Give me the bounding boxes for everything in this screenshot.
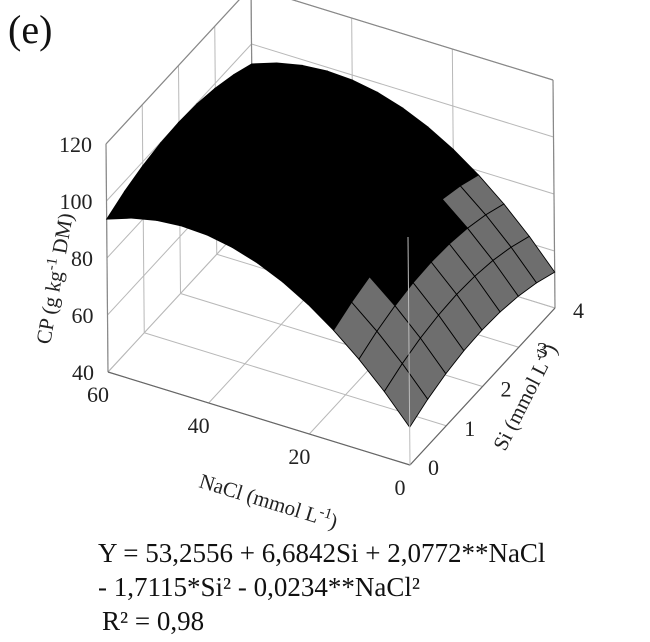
z-tick-label: 100 [60,189,93,214]
z-tick-label: 80 [71,246,93,271]
y-tick-label: 0 [428,455,439,480]
box-edge [552,79,556,309]
front-edges [107,236,556,466]
regression-equation-line-1: Y = 53,2556 + 6,6842Si + 2,0772**NaCl [98,538,546,568]
x-tick-label: 60 [87,382,109,407]
panel-label: (e) [8,7,53,52]
gridline [251,43,554,138]
y-tick-label: 4 [573,298,584,323]
box-edge [291,0,554,81]
x-tick-label: 0 [395,475,406,500]
regression-equation-line-2: - 1,7115*Si² - 0,0234**NaCl² [98,572,420,602]
box-edge [107,371,411,466]
z-tick-label: 60 [72,303,94,328]
r-squared: R² = 0,98 [102,606,205,636]
x-tick-label: 20 [288,444,310,469]
y-axis-title: Si (mmol L-1) [487,339,562,454]
x-tick-label: 40 [188,413,210,438]
x-axis-title: NaCl (mmol L-1) [197,468,341,534]
box-edge [105,143,109,373]
z-tick-label: 40 [72,360,94,385]
z-tick-label: 120 [59,132,92,157]
y-tick-label: 3 [537,337,548,362]
response-surface [105,62,556,429]
y-tick-label: 1 [464,416,475,441]
y-tick-label: 2 [501,377,512,402]
gridline [144,332,447,427]
box-edge [407,236,411,466]
box-edge [105,0,240,145]
surface-patch [383,362,429,429]
box-edge [409,307,556,466]
